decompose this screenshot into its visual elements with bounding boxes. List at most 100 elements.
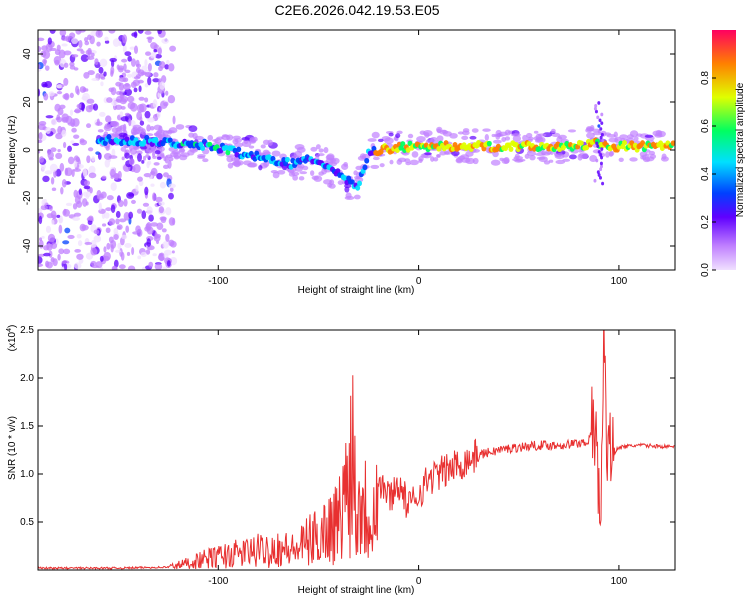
spectrogram-cell <box>114 249 122 253</box>
spectrogram-cell <box>162 164 169 169</box>
spectrogram-cell <box>50 242 58 250</box>
spectrogram-cell <box>63 208 67 216</box>
spectrogram-cell <box>110 244 114 253</box>
spectrogram-cell <box>108 30 116 34</box>
spectrogram-cell <box>537 133 547 137</box>
spectrogram-cell <box>407 133 414 139</box>
spectrogram-cell <box>49 205 53 211</box>
spectrogram-cell <box>75 156 81 163</box>
spectrogram-cell <box>53 169 57 178</box>
spectrogram-cell <box>629 140 635 146</box>
spectrogram-cell <box>141 266 146 270</box>
spectrogram-cell <box>146 206 153 215</box>
spectrogram-cell <box>372 156 380 161</box>
colorbar-tick-label: 0.0 <box>700 263 711 277</box>
spectrogram-cell <box>608 151 615 157</box>
spectrogram-cell <box>370 164 380 169</box>
spectrogram-cell <box>82 168 88 178</box>
spectrogram-cell <box>113 173 119 181</box>
spectrogram-cell <box>644 134 654 138</box>
spectrogram-cell <box>156 129 166 134</box>
spectrogram-cell <box>56 91 63 95</box>
spectrogram-cell <box>597 124 601 128</box>
spectrogram-cell <box>70 140 75 144</box>
spectrogram-cell <box>292 174 299 181</box>
spectrogram-cell <box>495 134 501 140</box>
spectrogram-cell <box>155 53 162 59</box>
spectrogram-cell <box>156 222 164 230</box>
spectrogram-cell <box>223 144 229 151</box>
spectrogram-cell <box>45 115 54 119</box>
spectrogram-cell <box>118 132 128 138</box>
spectrogram-cell <box>78 30 86 33</box>
spectrogram-cell <box>38 120 47 126</box>
spectrogram-cell <box>55 117 60 121</box>
spectrogram-cell <box>86 123 92 129</box>
spectrogram-cell <box>85 201 89 206</box>
spectrogram-cell <box>141 210 147 219</box>
spectrogram-cell <box>146 238 151 247</box>
spectrogram-cell <box>359 153 366 160</box>
spectrogram-cell <box>145 154 150 158</box>
spectrogram-cell <box>482 128 491 132</box>
spectrogram-cell <box>169 187 174 192</box>
spectrogram-cell <box>110 204 116 214</box>
spectrogram-cell <box>38 45 42 53</box>
spectrogram-cell <box>594 109 598 114</box>
colorbar-tick-label: 0.4 <box>700 167 711 181</box>
spectrogram-cell <box>144 110 151 119</box>
spectrogram-cell <box>85 105 93 113</box>
spectrogram-cell <box>378 148 384 155</box>
spectrogram-cell <box>178 148 185 154</box>
colorbar-gradient <box>712 30 736 270</box>
spectrogram-cell <box>172 115 176 125</box>
spectrogram-cell <box>76 48 84 52</box>
spectrogram-cell <box>548 159 554 163</box>
spectrogram-cell <box>135 74 141 79</box>
spectrogram-cell <box>197 155 206 159</box>
spectrogram-cell <box>452 141 458 148</box>
spectrogram-cell <box>138 96 145 101</box>
spectrogram-cell <box>595 158 599 163</box>
spectrogram-cell <box>106 242 111 250</box>
spectrogram-cell <box>124 112 130 116</box>
spectrogram-cell <box>364 157 370 164</box>
spectrogram-cell <box>554 153 565 160</box>
spectrogram-cell <box>163 101 169 107</box>
spectrogram-cell <box>83 185 91 190</box>
spectrogram-cell <box>128 118 132 127</box>
spectrogram-cell <box>105 115 112 123</box>
spectrogram-cell <box>139 120 145 126</box>
spectrogram-cell <box>43 59 47 67</box>
spectrogram-cell <box>124 242 132 249</box>
spectrogram-cell <box>297 164 305 169</box>
spectrogram-cell <box>73 134 80 139</box>
spectrogram-x-tick-label: 0 <box>416 276 422 287</box>
spectrogram-cell <box>161 38 170 44</box>
spectrogram-cell <box>62 248 71 255</box>
spectrogram-cell <box>57 149 61 153</box>
spectrogram-cell <box>127 265 136 270</box>
spectrogram-cell <box>441 129 447 134</box>
spectrogram-cell <box>503 157 510 164</box>
spectrogram-cell <box>73 212 82 217</box>
spectrogram-cell <box>329 158 337 163</box>
spectrogram-cell <box>569 154 577 160</box>
spectrogram-cell <box>109 57 117 63</box>
spectrogram-cell <box>601 181 605 186</box>
spectrogram-cell <box>131 247 135 256</box>
spectrogram-cell <box>63 50 72 56</box>
spectrogram-cell <box>158 107 163 111</box>
spectrogram-cell <box>76 233 82 239</box>
spectrogram-cell <box>84 36 89 43</box>
spectrogram-cell <box>144 186 149 196</box>
snr-panel: -100 0 100 0.5 1.0 1.5 2.0 2.5 Height of straig… <box>6 325 676 596</box>
spectrogram-cell <box>40 204 48 211</box>
spectrogram-cell <box>550 128 556 134</box>
spectrogram-cell <box>41 199 46 206</box>
spectrogram-cell <box>362 164 368 171</box>
spectrogram-cell <box>145 249 151 255</box>
spectrogram-cell <box>132 124 142 130</box>
spectrogram-cell <box>90 247 98 256</box>
snr-y-tick-label: 1.0 <box>20 469 34 480</box>
